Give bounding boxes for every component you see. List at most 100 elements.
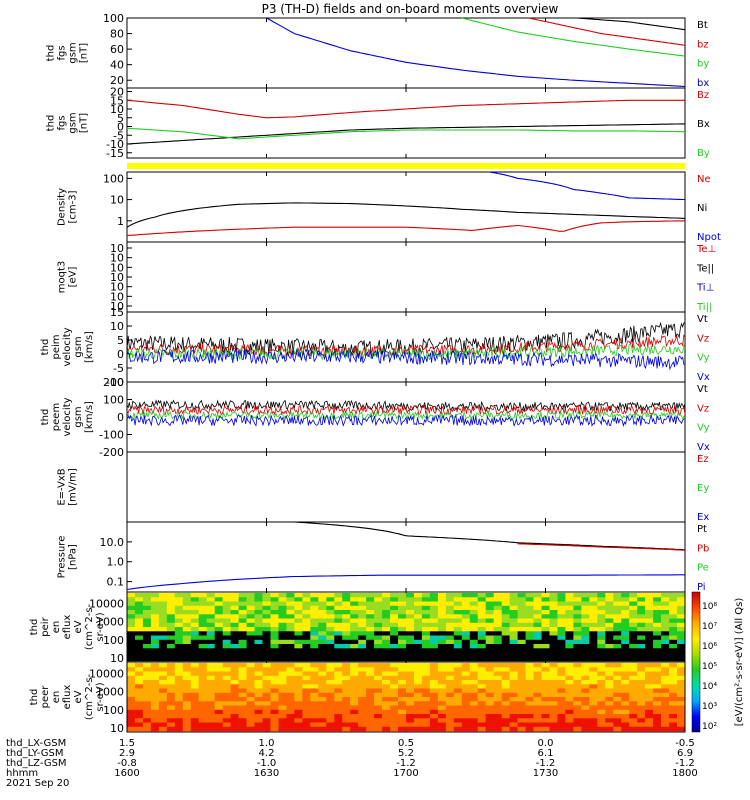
spectrogram-cell	[150, 656, 160, 662]
spectrogram-cell	[246, 675, 255, 681]
spectrogram-cell	[198, 684, 207, 689]
spectrogram-cell	[469, 618, 479, 623]
spectrogram-cell	[477, 627, 486, 632]
spectrogram-cell	[350, 697, 359, 702]
spectrogram-cell	[677, 680, 686, 685]
spectrogram-cell	[142, 648, 152, 653]
legend-by: by	[697, 59, 709, 70]
spectrogram-cell	[406, 593, 415, 598]
spectrogram-cell	[661, 667, 670, 672]
spectrogram-cell	[254, 631, 263, 636]
spectrogram-cell	[254, 726, 263, 732]
spectrogram-cell	[150, 692, 160, 698]
spectrogram-cell	[669, 697, 678, 702]
spectrogram-cell	[198, 709, 207, 715]
spectrogram-cell	[294, 705, 303, 710]
spectrogram-cell	[645, 656, 654, 662]
spectrogram-cell	[549, 652, 558, 657]
spectrogram-cell	[421, 722, 431, 727]
spectrogram-cell	[533, 656, 542, 662]
spectrogram-cell	[541, 593, 550, 598]
spectrogram-cell	[557, 705, 566, 710]
spectrogram-cell	[135, 692, 144, 698]
spectrogram-cell	[382, 722, 391, 727]
spectrogram-cell	[230, 722, 239, 727]
spectrogram-cell	[525, 722, 534, 727]
spectrogram-cell	[326, 709, 335, 715]
spectrogram-cell	[238, 680, 247, 685]
spectrogram-cell	[653, 605, 662, 611]
spectrogram-cell	[406, 639, 415, 645]
y-tick-label: 10	[110, 281, 124, 294]
spectrogram-cell	[238, 639, 247, 645]
spectrogram-cell	[565, 622, 574, 628]
spectrogram-cell	[262, 652, 271, 657]
spectrogram-cell	[366, 709, 375, 715]
spectrogram-cell	[166, 697, 176, 702]
spectrogram-cell	[294, 671, 303, 676]
spectrogram-cell	[382, 705, 391, 710]
spectrogram-cell	[565, 614, 574, 619]
spectrogram-cell	[573, 644, 582, 649]
spectrogram-cell	[485, 671, 494, 676]
spectrogram-cell	[382, 618, 391, 623]
spectrogram-cell	[541, 714, 550, 719]
spectrogram-cell	[653, 692, 662, 698]
spectrogram-cell	[549, 688, 558, 693]
spectrogram-cell	[461, 610, 471, 615]
y-axis-label: velocity	[62, 327, 73, 366]
spectrogram-cell	[589, 639, 598, 645]
spectrogram-cell	[310, 601, 319, 606]
legend-npot: Npot	[697, 232, 721, 243]
spectrogram-cell	[230, 593, 239, 598]
spectrogram-cell	[613, 663, 622, 668]
spectrogram-cell	[509, 627, 518, 632]
y-tick-label: 10	[110, 722, 124, 735]
spectrogram-cell	[645, 618, 654, 623]
spectrogram-cell	[669, 622, 678, 628]
spectrogram-cell	[653, 726, 662, 732]
spectrogram-cell	[286, 605, 295, 611]
spectrogram-cell	[278, 705, 287, 710]
spectrogram-cell	[605, 597, 614, 602]
y-tick-label: 20	[110, 74, 124, 87]
spectrogram-cell	[127, 601, 136, 606]
spectrogram-cell	[246, 663, 255, 668]
spectrogram-cell	[637, 692, 646, 698]
spectrogram-cell	[477, 648, 486, 653]
spectrogram-cell	[206, 631, 215, 636]
spectrogram-cell	[549, 709, 558, 715]
spectrogram-cell	[286, 688, 295, 693]
spectrogram-cell	[278, 663, 287, 668]
spectrogram-cell	[565, 667, 574, 672]
spectrogram-cell	[246, 656, 255, 662]
spectrogram-cell	[597, 680, 606, 685]
spectrogram-cell	[485, 605, 494, 611]
spectrogram-cell	[517, 635, 526, 640]
spectrogram-cell	[573, 622, 582, 628]
spectrogram-cell	[310, 709, 319, 715]
spectrogram-cell	[501, 714, 510, 719]
y-axis-label: eV	[73, 690, 84, 703]
spectrogram-cell	[294, 644, 303, 649]
spectrogram-cell	[613, 648, 622, 653]
spectrogram-cell	[589, 722, 598, 727]
spectrogram-cell	[302, 667, 311, 672]
spectrogram-cell	[254, 697, 263, 702]
spectrogram-cell	[533, 688, 542, 693]
spectrogram-cell	[669, 618, 678, 623]
spectrogram-cell	[605, 671, 614, 676]
spectrogram-cell	[461, 675, 471, 681]
spectrogram-cell	[581, 701, 590, 706]
spectrogram-cell	[605, 614, 614, 619]
spectrogram-cell	[645, 684, 654, 689]
spectrogram-cell	[629, 671, 638, 676]
spectrogram-cell	[374, 652, 383, 657]
spectrogram-cell	[127, 639, 136, 645]
spectrogram-cell	[150, 663, 160, 668]
spectrogram-cell	[374, 605, 383, 611]
spectrogram-cell	[653, 593, 662, 598]
spectrogram-cell	[278, 684, 287, 689]
spectrogram-cell	[429, 684, 439, 689]
